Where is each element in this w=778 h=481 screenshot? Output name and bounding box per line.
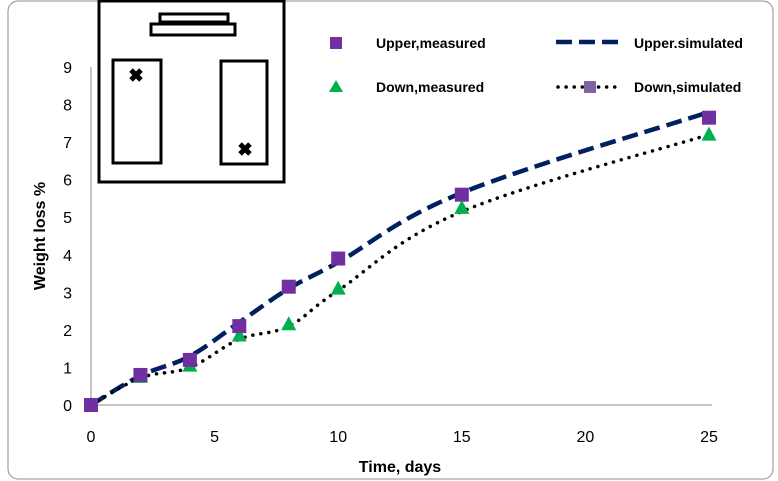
y-tick-label: 4 [63,248,72,265]
x-tick-label: 10 [329,429,347,446]
data-point-down-measured [281,316,297,331]
down-position-marker-icon [238,142,252,156]
legend-down-measured-label: Down,measured [376,79,484,95]
upper-position-marker-icon [129,68,143,82]
legend-down-measured-marker-icon [329,80,343,92]
y-tick-label: 0 [63,398,72,415]
y-tick-label: 8 [63,98,72,115]
y-tick-labels: 0 1 2 3 4 5 6 7 8 9 [63,60,72,415]
data-point-upper-measured [232,319,247,334]
x-tick-label: 0 [87,429,96,446]
y-tick-label: 7 [63,135,72,152]
inset-handle-bar [149,22,237,37]
x-tick-labels: 0 5 10 15 20 25 [87,429,718,446]
data-point-down-measured [454,199,470,214]
x-tick-label: 20 [577,429,595,446]
y-tick-label: 1 [63,360,72,377]
sample-position-inset [97,0,286,184]
x-axis-title: Time, days [359,459,442,476]
legend-upper-simulated-label: Upper.simulated [634,35,743,51]
data-point-upper-measured [331,251,346,266]
legend-upper-measured-label: Upper,measured [376,35,486,51]
data-point-upper-measured [702,110,716,125]
x-tick-label: 25 [700,429,718,446]
data-point-down-measured [701,126,717,141]
y-tick-label: 5 [63,210,72,227]
y-axis-title: Weight loss % [32,182,49,290]
legend-down-simulated-label: Down,simulated [634,79,741,95]
legend-upper-measured-marker-icon [330,37,342,49]
data-point-upper-measured [133,367,148,382]
y-tick-label: 3 [63,285,72,302]
data-point-upper-measured [84,398,98,412]
inset-handle-top [158,12,230,24]
y-tick-label: 6 [63,173,72,190]
legend: Upper,measured Upper.simulated Down,meas… [329,35,743,95]
x-tick-label: 15 [453,429,471,446]
x-tick-label: 5 [210,429,219,446]
legend-down-simulated-marker-icon [584,81,596,93]
y-tick-label: 2 [63,323,72,340]
data-point-down-measured [330,280,346,295]
data-point-upper-measured [182,352,197,367]
y-tick-label: 9 [63,60,72,77]
plot-markers [83,110,717,412]
data-point-down-measured [231,327,247,342]
data-point-upper-measured [281,279,296,294]
data-point-upper-measured [454,187,469,202]
